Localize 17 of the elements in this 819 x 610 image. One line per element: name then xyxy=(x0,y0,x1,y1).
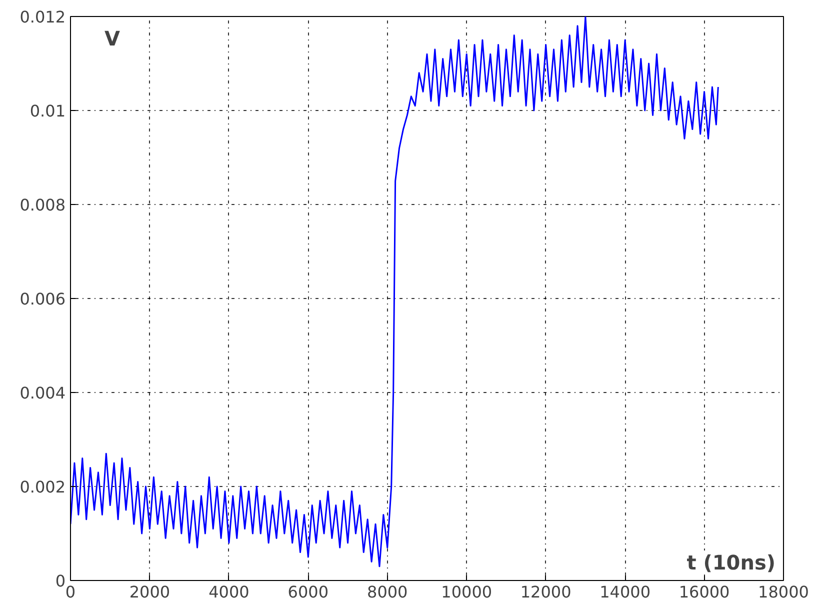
y-tick-label: 0.012 xyxy=(20,8,66,26)
x-tick-label: 18000 xyxy=(758,582,809,602)
x-axis-title: t (10ns) xyxy=(686,550,776,574)
y-axis-title: V xyxy=(104,26,120,50)
y-tick-label: 0.004 xyxy=(20,384,66,402)
x-tick-label: 16000 xyxy=(678,582,730,602)
y-tick-label: 0.008 xyxy=(20,196,66,214)
x-tick-label: 14000 xyxy=(600,582,651,602)
y-tick-label: 0.002 xyxy=(20,478,66,496)
y-tick-label: 0.01 xyxy=(30,102,66,120)
x-tick-label: 6000 xyxy=(288,582,329,602)
x-tick-label: 12000 xyxy=(520,582,572,602)
x-tick-label: 2000 xyxy=(129,582,170,602)
x-tick-label: 8000 xyxy=(367,582,408,602)
x-tick-label: 4000 xyxy=(208,582,250,602)
x-tick-label: 10000 xyxy=(441,582,492,602)
y-tick-label: 0.006 xyxy=(20,290,66,308)
